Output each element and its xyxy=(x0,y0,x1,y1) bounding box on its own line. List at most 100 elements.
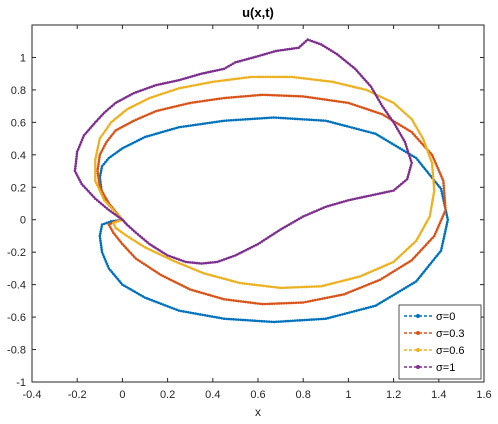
data-point xyxy=(432,191,436,195)
x-tick-label: 0.2 xyxy=(160,389,175,401)
data-point xyxy=(435,228,439,231)
data-point xyxy=(268,302,272,306)
data-point xyxy=(100,167,103,170)
data-point xyxy=(443,230,447,233)
data-point xyxy=(401,125,405,129)
data-point xyxy=(429,261,433,265)
data-point xyxy=(191,311,195,315)
data-point xyxy=(144,98,147,102)
data-point xyxy=(98,173,102,177)
data-point xyxy=(177,104,181,107)
data-point xyxy=(416,278,419,281)
data-point xyxy=(155,94,158,98)
data-point xyxy=(350,126,354,129)
legend-label: σ=1 xyxy=(436,362,455,374)
data-point xyxy=(113,274,117,277)
data-point xyxy=(408,156,412,160)
data-point xyxy=(362,307,365,311)
data-point xyxy=(344,199,348,203)
data-point xyxy=(443,198,447,202)
data-point xyxy=(305,318,309,322)
data-point xyxy=(414,239,418,243)
data-point xyxy=(87,128,91,132)
data-point xyxy=(312,78,315,81)
data-point xyxy=(177,86,181,90)
data-point xyxy=(399,265,403,269)
data-point xyxy=(103,198,106,202)
data-point xyxy=(376,192,380,196)
data-point xyxy=(195,261,199,265)
data-point xyxy=(262,284,266,288)
data-point xyxy=(191,288,194,292)
data-point xyxy=(104,160,107,164)
data-point xyxy=(172,279,175,283)
data-point xyxy=(116,115,120,118)
data-point xyxy=(225,257,228,260)
data-point xyxy=(203,314,207,317)
data-point xyxy=(107,204,111,207)
data-point xyxy=(425,267,428,271)
data-point xyxy=(362,129,365,132)
data-point xyxy=(393,269,397,272)
data-point xyxy=(150,111,154,115)
data-point xyxy=(445,213,449,217)
data-point xyxy=(278,75,282,79)
data-point xyxy=(442,179,445,183)
legend-marker xyxy=(416,331,420,335)
data-point xyxy=(246,300,250,304)
data-point xyxy=(222,277,226,281)
data-point xyxy=(93,197,97,200)
data-point xyxy=(329,204,332,207)
data-point xyxy=(187,124,190,128)
data-point xyxy=(254,75,258,79)
data-point xyxy=(161,274,165,278)
data-point xyxy=(263,320,266,323)
data-point xyxy=(308,285,311,289)
data-point xyxy=(116,128,119,131)
data-point xyxy=(90,193,94,197)
data-point xyxy=(301,301,305,304)
data-point xyxy=(273,302,276,305)
data-point xyxy=(371,193,375,197)
data-point xyxy=(318,297,322,301)
data-point xyxy=(253,117,257,121)
data-point xyxy=(79,141,83,144)
data-point xyxy=(382,106,386,110)
data-point xyxy=(258,54,262,57)
data-point xyxy=(119,240,123,244)
data-point xyxy=(323,98,326,101)
data-point xyxy=(177,261,181,265)
data-point xyxy=(344,101,348,104)
data-point xyxy=(74,171,78,175)
data-point xyxy=(109,121,113,124)
data-point xyxy=(306,213,310,216)
data-point xyxy=(85,188,89,191)
data-point xyxy=(113,233,117,236)
data-point xyxy=(387,262,391,266)
data-point xyxy=(367,108,371,112)
data-point xyxy=(251,319,254,322)
data-point xyxy=(286,48,289,51)
data-point xyxy=(422,225,426,228)
data-point xyxy=(202,292,206,295)
data-point xyxy=(442,237,445,240)
data-point xyxy=(423,167,427,171)
data-point xyxy=(170,80,174,83)
data-point xyxy=(322,206,325,210)
data-point xyxy=(283,75,287,79)
data-point xyxy=(93,165,97,169)
data-point xyxy=(213,69,217,73)
data-point xyxy=(133,103,137,107)
data-point xyxy=(441,177,444,180)
data-point xyxy=(270,320,273,324)
data-point xyxy=(400,148,404,151)
data-point xyxy=(298,117,302,121)
data-point xyxy=(397,266,401,270)
data-point xyxy=(127,143,130,147)
data-point xyxy=(244,118,247,121)
data-point xyxy=(184,124,188,128)
data-point xyxy=(289,117,292,120)
data-point xyxy=(195,73,199,77)
data-point xyxy=(353,85,357,89)
data-point xyxy=(109,268,112,272)
